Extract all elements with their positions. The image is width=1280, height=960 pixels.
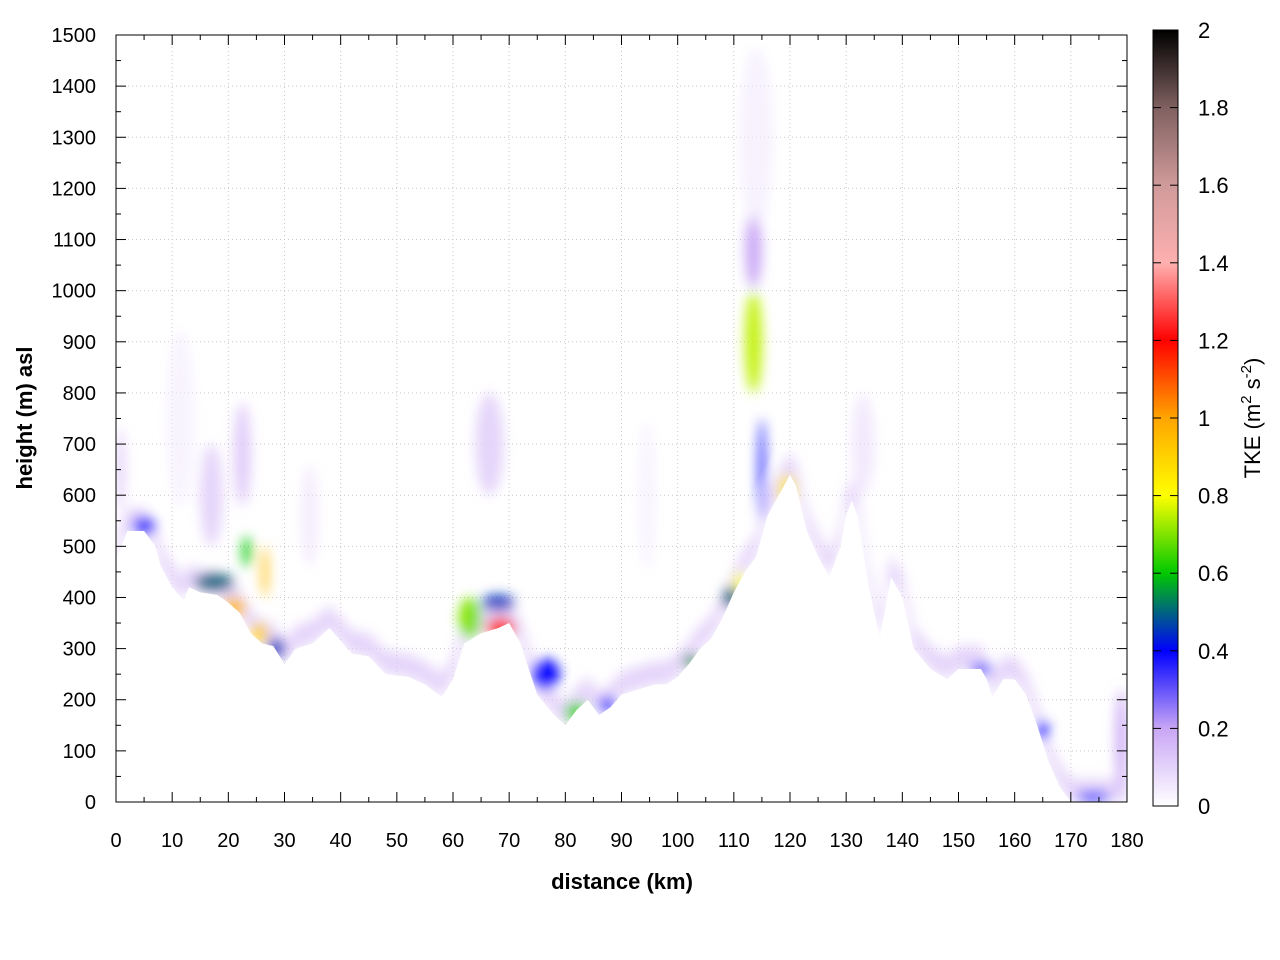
- tke-cell: [475, 392, 504, 496]
- x-tick-label: 160: [998, 830, 1031, 852]
- x-tick-label: 100: [661, 830, 694, 852]
- colorbar-tick-label: 1.2: [1198, 328, 1229, 353]
- colorbar-tick-label: 2: [1198, 18, 1210, 43]
- tke-cell: [531, 658, 560, 690]
- y-tick-labels: 0 100 200 300 400 500 600 700 800 900 1000 1100 1200…: [52, 25, 97, 814]
- tke-cell: [301, 464, 319, 567]
- colorbar-tick-label: 0.2: [1198, 716, 1229, 741]
- colorbar: 0 0.2 0.4 0.6 0.8 1 1.2 1.4 1.6 1.8 2 TKE (m2 s-2): [1152, 18, 1265, 819]
- tke-field: [116, 47, 1127, 802]
- x-axis-label: distance (km): [551, 869, 693, 894]
- tke-cell: [851, 392, 875, 496]
- tke-cell: [745, 211, 762, 289]
- y-axis-label: height (m) asl: [12, 346, 37, 489]
- tke-cell: [233, 403, 251, 506]
- x-tick-label: 80: [554, 830, 576, 852]
- y-tick-label: 1200: [52, 178, 97, 200]
- x-tick-label: 150: [942, 830, 975, 852]
- tke-surface-band: [116, 451, 1127, 802]
- y-tick-label: 200: [63, 690, 96, 712]
- x-tick-label: 10: [161, 830, 183, 852]
- tke-cell: [758, 418, 765, 521]
- tke-cell: [242, 536, 251, 567]
- y-tick-label: 800: [63, 383, 96, 405]
- y-tick-label: 1300: [52, 127, 97, 149]
- colorbar-tick-labels: 0 0.2 0.4 0.6 0.8 1 1.2 1.4 1.6 1.8 2: [1198, 18, 1229, 819]
- colorbar-tick-label: 0.6: [1198, 561, 1229, 586]
- x-tick-label: 40: [330, 830, 352, 852]
- tke-cell: [481, 594, 515, 611]
- x-tick-label: 50: [386, 830, 408, 852]
- tke-cell: [638, 418, 656, 572]
- tke-cell: [745, 290, 762, 393]
- tke-cell: [132, 516, 156, 535]
- y-tick-label: 900: [63, 332, 96, 354]
- colorbar-tick-label: 1.4: [1198, 251, 1229, 276]
- tke-cell: [166, 329, 195, 508]
- x-tick-label: 180: [1110, 830, 1143, 852]
- x-tick-label: 90: [610, 830, 632, 852]
- x-tick-label: 110: [718, 830, 750, 852]
- x-tick-labels: 0 10 20 30 40 50 60 70 80 90 100 110 120 130 140 150 160…: [110, 830, 1143, 852]
- y-tick-label: 500: [63, 536, 96, 558]
- tke-cell: [458, 597, 482, 639]
- colorbar-ticks: [1153, 29, 1178, 807]
- y-tick-label: 400: [63, 587, 96, 609]
- colorbar-tick-label: 1.8: [1198, 96, 1229, 121]
- y-tick-label: 300: [63, 639, 96, 661]
- axis-ticks: [115, 34, 1128, 803]
- x-tick-label: 70: [498, 830, 520, 852]
- colorbar-tick-label: 0.4: [1198, 639, 1229, 664]
- x-tick-label: 20: [217, 830, 239, 852]
- colorbar-tick-label: 0: [1198, 794, 1210, 819]
- y-tick-label: 1500: [52, 25, 97, 47]
- y-tick-label: 700: [63, 434, 96, 456]
- tke-cell: [1115, 689, 1127, 792]
- tke-cell: [194, 573, 234, 592]
- y-tick-label: 600: [63, 485, 96, 507]
- y-tick-label: 1100: [53, 230, 96, 252]
- x-tick-label: 120: [773, 830, 806, 852]
- colorbar-tick-label: 0.8: [1198, 484, 1229, 509]
- x-tick-label: 130: [829, 830, 862, 852]
- tke-cell: [200, 444, 223, 547]
- tke-cell: [261, 546, 268, 598]
- tke-cell: [739, 47, 774, 227]
- x-tick-label: 0: [110, 830, 121, 852]
- y-tick-label: 1000: [52, 281, 97, 303]
- x-tick-label: 140: [886, 830, 919, 852]
- tke-cell: [1076, 791, 1111, 802]
- colorbar-label: TKE (m2 s-2): [1238, 358, 1265, 479]
- x-tick-label: 60: [442, 830, 464, 852]
- y-tick-label: 1400: [52, 76, 97, 98]
- colorbar-tick-label: 1.6: [1198, 173, 1229, 198]
- x-tick-label: 170: [1054, 830, 1087, 852]
- x-tick-label: 30: [273, 830, 295, 852]
- y-tick-label: 100: [63, 741, 96, 763]
- y-tick-label: 0: [85, 792, 96, 814]
- terrain-mask: [116, 474, 1127, 802]
- colorbar-tick-label: 1: [1198, 406, 1210, 431]
